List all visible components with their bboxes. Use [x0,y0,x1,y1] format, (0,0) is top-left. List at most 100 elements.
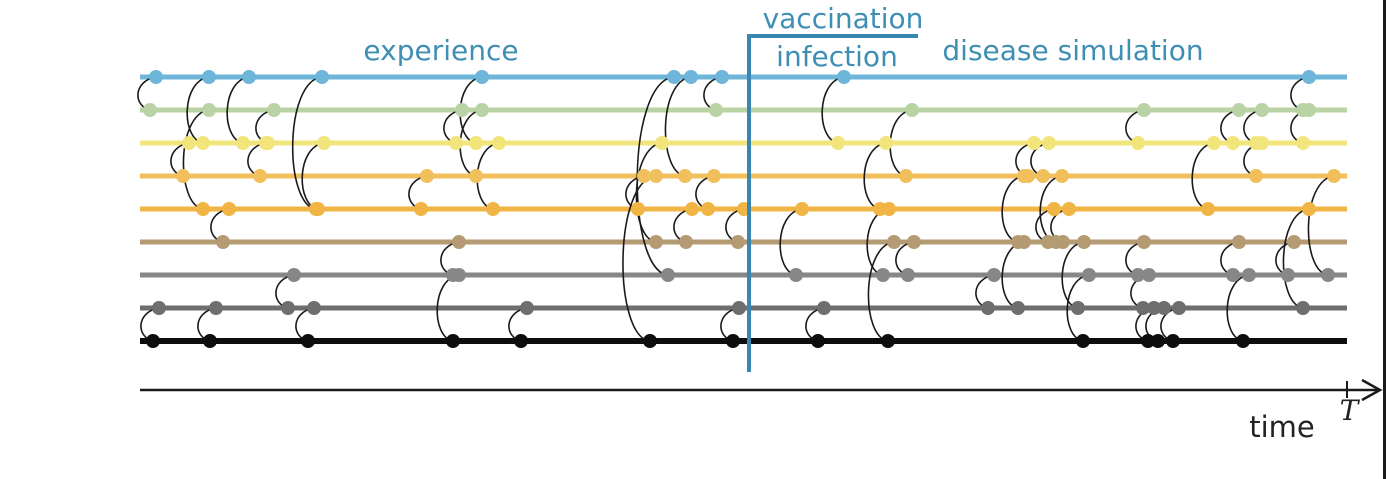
contact-point [1017,235,1031,249]
contact-point [1157,301,1171,315]
contact-point [1136,301,1150,315]
contact-arc [664,76,692,177]
contact-point [1036,169,1050,183]
contact-point [1255,103,1269,117]
contact-point [1042,136,1056,150]
contact-point [1236,334,1250,348]
time-label: time [1249,410,1315,444]
contact-point [1131,268,1145,282]
contact-point [1137,235,1151,249]
contact-point [1287,235,1301,249]
contact-point [196,136,210,150]
contact-point [317,136,331,150]
experience-label: experience [363,34,518,67]
contact-point [455,103,469,117]
contact-point [287,268,301,282]
contact-point [831,136,845,150]
contact-point [1302,70,1316,84]
contact-point [899,169,913,183]
contact-point [176,169,190,183]
contact-point [315,70,329,84]
contact-point [707,169,721,183]
contact-point [1082,268,1096,282]
contact-arc [867,241,895,342]
contact-point [259,136,273,150]
contact-point [143,103,157,117]
contact-point [1249,169,1263,183]
contact-point [1255,136,1269,150]
contact-point [469,169,483,183]
contact-point [1321,268,1335,282]
contact-point [216,235,230,249]
contact-point [726,334,740,348]
contact-point [1302,202,1316,216]
contact-point [1017,169,1031,183]
infection-label: infection [776,40,898,73]
contact-point [637,169,651,183]
contact-point [203,334,217,348]
contact-point [887,235,901,249]
contact-point [679,235,693,249]
contact-arc [622,175,657,342]
contact-point [469,136,483,150]
contact-point [882,202,896,216]
contact-point [452,268,466,282]
contact-point [715,70,729,84]
contact-point [486,202,500,216]
contact-point [1296,301,1310,315]
contact-point [202,103,216,117]
contact-point [1296,136,1310,150]
contact-point [811,334,825,348]
end-time-label: T [1340,394,1361,427]
contact-point [475,70,489,84]
contact-point [452,235,466,249]
contact-point [1166,334,1180,348]
time-axis-arrowhead [1361,378,1383,402]
contact-point [420,169,434,183]
contact-point [879,136,893,150]
contact-point [1172,301,1186,315]
contact-point [837,70,851,84]
contact-point [732,301,746,315]
contact-point [492,136,506,150]
contact-arc [1282,208,1310,309]
contact-point [514,334,528,348]
contact-arc [291,76,323,210]
contact-point [987,268,1001,282]
contact-point [1207,136,1221,150]
contact-point [209,301,223,315]
contact-point [1201,202,1215,216]
contact-arc [1307,175,1335,276]
contact-point [789,268,803,282]
contact-point [881,334,895,348]
contact-point [905,103,919,117]
contact-point [146,334,160,348]
contact-point [1141,334,1155,348]
contact-point [281,301,295,315]
contact-point [643,334,657,348]
contact-point [661,268,675,282]
contact-point [449,136,463,150]
contact-point [152,301,166,315]
contact-point [1055,169,1069,183]
contact-point [795,202,809,216]
disease-simulation-label: disease simulation [942,34,1203,67]
contact-point [1142,268,1156,282]
contact-point [1041,235,1055,249]
contact-point [1327,169,1341,183]
contact-point [1226,268,1240,282]
contact-point [1077,235,1091,249]
contact-point [307,301,321,315]
contact-point [196,202,210,216]
contact-point [414,202,428,216]
contact-point [1226,136,1240,150]
contact-point [1137,103,1151,117]
contact-point [1232,235,1246,249]
contact-point [242,70,256,84]
contact-point [253,169,267,183]
contact-point [678,169,692,183]
contact-point [655,136,669,150]
contact-point [667,70,681,84]
contact-point [267,103,281,117]
